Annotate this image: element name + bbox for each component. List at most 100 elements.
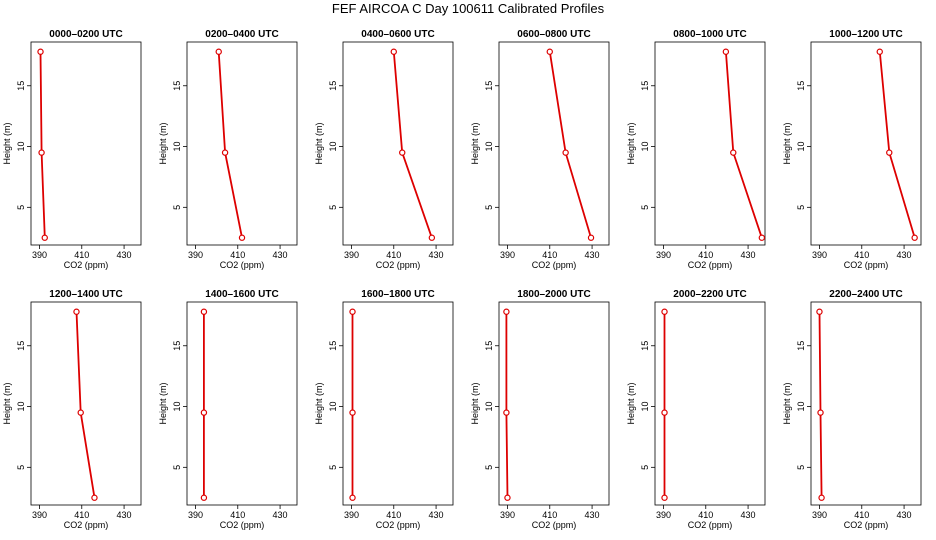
y-tick-label: 15: [172, 81, 182, 91]
data-point: [200, 409, 208, 416]
panels-grid: 0000–0200 UTC 390 410 430 5 10 15 CO2 (ppm) Heig…: [2, 29, 922, 530]
y-tick-label: 10: [484, 402, 494, 412]
profile-line: [548, 51, 592, 238]
data-point: [390, 48, 397, 55]
y-axis-label: Height (m): [2, 382, 12, 424]
data-point: [215, 48, 222, 55]
x-tick-label: 390: [32, 510, 47, 520]
x-axis-label: CO2 (ppm): [532, 260, 577, 270]
x-axis-label: CO2 (ppm): [376, 520, 421, 530]
y-tick-label: 10: [16, 402, 26, 412]
x-axis-label: CO2 (ppm): [532, 520, 577, 530]
y-tick-label: 5: [796, 465, 806, 470]
panel-2: 0200–0400 UTC 390 410 430 5 10 15 CO2 (ppm) Heig…: [158, 29, 298, 270]
y-tick-label: 15: [796, 81, 806, 91]
x-tick-label: 430: [741, 250, 756, 260]
x-tick-label: 430: [273, 510, 288, 520]
y-tick-label: 10: [484, 142, 494, 152]
plot-frame: [30, 41, 142, 246]
data-point: [503, 409, 510, 416]
profile-line: [878, 51, 916, 238]
x-tick-label: 430: [585, 510, 600, 520]
x-axis-label: CO2 (ppm): [220, 260, 265, 270]
x-tick-label: 390: [344, 510, 359, 520]
x-tick-label: 390: [32, 250, 47, 260]
y-tick-label: 5: [640, 205, 650, 210]
y-axis-label: Height (m): [470, 122, 480, 164]
x-axis-label: CO2 (ppm): [688, 520, 733, 530]
plot-frame: [654, 41, 766, 246]
x-tick-label: 390: [500, 250, 515, 260]
data-point: [504, 494, 511, 501]
data-point: [730, 149, 737, 156]
y-tick-label: 10: [172, 142, 182, 152]
panel-10: 1800–2000 UTC 390 410 430 5 10 15 CO2 (ppm) Heig…: [470, 289, 610, 530]
x-tick-label: 410: [854, 250, 869, 260]
data-point: [41, 234, 48, 241]
plot-frame: [342, 301, 454, 506]
y-axis-label: Height (m): [314, 382, 324, 424]
y-tick-label: 10: [796, 402, 806, 412]
plot-frame: [186, 41, 298, 246]
y-tick-label: 15: [640, 81, 650, 91]
data-point: [911, 234, 918, 241]
data-point: [661, 308, 668, 315]
x-tick-label: 430: [429, 250, 444, 260]
data-point: [349, 409, 356, 416]
y-axis-label: Height (m): [782, 122, 792, 164]
y-tick-label: 5: [328, 205, 338, 210]
x-tick-label: 430: [117, 250, 132, 260]
figure-title: FEF AIRCOA C Day 100611 Calibrated Profi…: [332, 1, 605, 16]
x-tick-label: 430: [585, 250, 600, 260]
x-tick-label: 390: [188, 250, 203, 260]
y-tick-label: 15: [796, 341, 806, 351]
y-tick-label: 10: [328, 142, 338, 152]
x-tick-label: 390: [500, 510, 515, 520]
x-tick-label: 390: [344, 250, 359, 260]
y-axis-label: Height (m): [470, 382, 480, 424]
x-tick-label: 390: [812, 510, 827, 520]
data-point: [73, 308, 80, 315]
panel-9: 1600–1800 UTC 390 410 430 5 10 15 CO2 (ppm) Heig…: [314, 289, 454, 530]
data-point: [37, 48, 44, 55]
y-tick-label: 10: [328, 402, 338, 412]
y-tick-label: 10: [172, 402, 182, 412]
x-axis-label: CO2 (ppm): [844, 260, 889, 270]
profile-line: [217, 51, 243, 238]
panel-1: 0000–0200 UTC 390 410 430 5 10 15 CO2 (ppm) Heig…: [2, 29, 142, 270]
profile-line: [505, 311, 509, 498]
x-tick-label: 430: [897, 250, 912, 260]
panel-7: 1200–1400 UTC 390 410 430 5 10 15 CO2 (ppm) Heig…: [2, 289, 142, 530]
panel-11: 2000–2200 UTC 390 410 430 5 10 15 CO2 (ppm) Heig…: [626, 289, 766, 530]
x-axis-label: CO2 (ppm): [220, 520, 265, 530]
plot-frame: [186, 301, 298, 506]
x-tick-label: 390: [812, 250, 827, 260]
data-point: [200, 308, 208, 315]
plot-frame: [498, 301, 610, 506]
data-point: [886, 149, 893, 156]
y-tick-label: 10: [16, 142, 26, 152]
y-tick-label: 15: [328, 81, 338, 91]
panel-title: 0600–0800 UTC: [517, 29, 590, 40]
data-point: [428, 234, 436, 241]
y-tick-label: 5: [172, 465, 182, 470]
x-axis-label: CO2 (ppm): [376, 260, 421, 270]
x-tick-label: 410: [386, 510, 401, 520]
x-tick-label: 410: [542, 510, 557, 520]
y-axis-label: Height (m): [626, 382, 636, 424]
x-tick-label: 390: [188, 510, 203, 520]
y-tick-label: 15: [640, 341, 650, 351]
y-tick-label: 10: [640, 142, 650, 152]
panel-5: 0800–1000 UTC 390 410 430 5 10 15 CO2 (ppm) Heig…: [626, 29, 766, 270]
x-tick-label: 430: [741, 510, 756, 520]
y-tick-label: 5: [328, 465, 338, 470]
y-tick-label: 15: [16, 341, 26, 351]
panel-3: 0400–0600 UTC 390 410 430 5 10 15 CO2 (ppm) Heig…: [314, 29, 454, 270]
data-point: [238, 234, 246, 241]
y-tick-label: 5: [796, 205, 806, 210]
panel-12: 2200–2400 UTC 390 410 430 5 10 15 CO2 (ppm) Heig…: [782, 289, 922, 530]
data-point: [349, 308, 356, 315]
panel-title: 2000–2200 UTC: [673, 289, 746, 300]
panel-title: 0200–0400 UTC: [205, 29, 278, 40]
data-point: [91, 494, 98, 501]
